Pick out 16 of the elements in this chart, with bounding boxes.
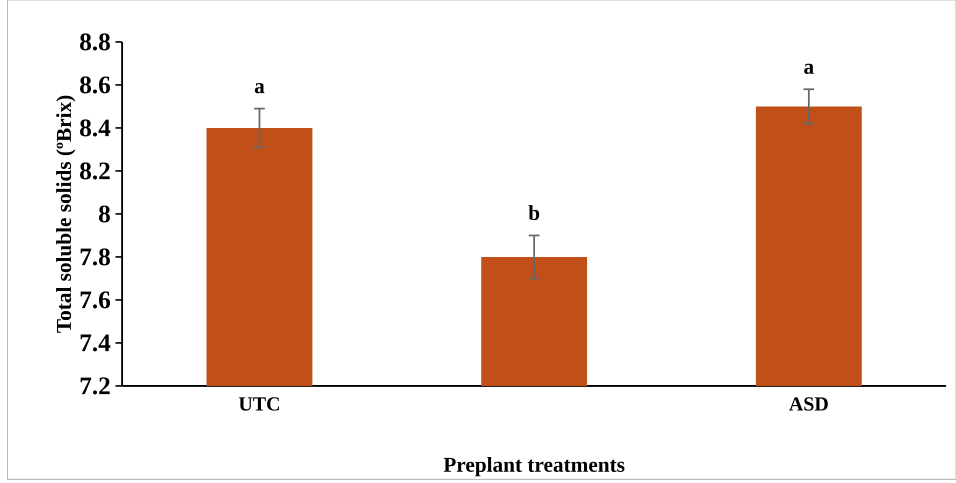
y-tick-label: 8.6 [80,76,110,94]
y-axis-title: Total soluble solids (ºBrix) [56,96,76,333]
x-tick-label: UTC [238,397,279,411]
x-tick-label: ASD [789,397,828,411]
y-tick-label: 7.4 [80,334,110,352]
y-tick-label: 7.8 [80,248,110,266]
y-tick-label: 8.4 [80,119,110,136]
data-label: a [254,83,264,94]
y-tick-label: 8 [98,205,110,222]
data-label: b [528,205,540,220]
x-axis-title: Preplant treatments [444,456,624,476]
y-tick-label: 8.2 [80,162,110,180]
y-tick-label: 8.8 [80,33,110,50]
y-tick-label: 7.2 [80,377,110,394]
data-label: a [804,64,814,74]
y-tick-label: 7.6 [80,291,110,308]
